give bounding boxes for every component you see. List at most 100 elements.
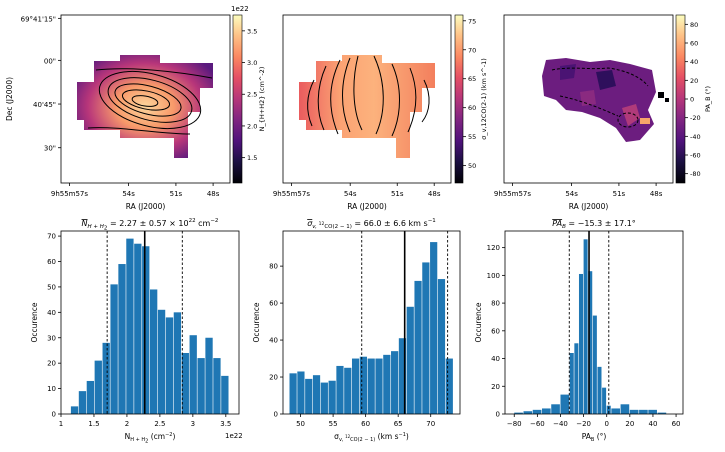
colorbar-tick-label: 70 [468, 46, 476, 54]
histogram-bar [578, 273, 583, 414]
histogram-bar [126, 238, 134, 414]
ytick-label: 60 [491, 327, 500, 335]
histogram-bar [430, 242, 438, 414]
map2-contour [342, 57, 351, 133]
histogram-bar [414, 280, 422, 414]
histogram-bar [289, 373, 297, 414]
xtick-label: 0 [604, 420, 608, 428]
xlabel: σv, 12CO(2 − 1) (km s−1) [334, 432, 409, 443]
histogram-bar [359, 356, 367, 414]
histogram-bar [620, 404, 630, 414]
histogram-bar [391, 351, 399, 414]
colorbar-3 [675, 14, 686, 184]
velocity-dispersion-histogram: 50 55 60 65 70 0 20 40 60 80 Occurence σv, 12CO(2 −… [252, 218, 461, 443]
colorbar-tick-label: 2.5 [247, 91, 257, 99]
colorbar-tick-label: 0 [690, 96, 694, 104]
map-xlabel: RA (J2000) [126, 202, 166, 211]
histogram-bar [532, 409, 542, 414]
histogram-bar [165, 317, 174, 414]
ylabel: Occurence [474, 302, 483, 342]
xtick-label: 65 [394, 420, 403, 428]
ytick-label: 80 [491, 300, 500, 308]
column-density-histogram: 1 1.5 2 2.5 3 3.5 0 10 20 30 40 50 60 70 Occurence 1e22… [30, 218, 243, 445]
map-ytick-label: 69°41'15" [21, 15, 56, 23]
histogram-bar [422, 262, 430, 414]
histogram-bar [344, 367, 352, 414]
ytick-label: 100 [487, 272, 500, 280]
histogram-bar [118, 264, 126, 414]
map1-contour [121, 89, 171, 111]
x-exponent: 1e22 [225, 432, 243, 440]
map-xtick-label: 9h55m57s [273, 190, 311, 198]
ytick-label: 50 [47, 283, 56, 291]
chart-title: σv, 12CO(2 − 1) = 66.0 ± 6.6 km s−1 [307, 218, 436, 230]
xtick-label: −60 [530, 420, 545, 428]
ytick-label: 30 [47, 334, 56, 342]
chart-title: NH + H2 = 2.27 ± 0.57 × 1022 cm−2 [82, 218, 219, 232]
histogram-bar [181, 353, 189, 414]
xtick-label: 55 [329, 420, 338, 428]
colorbar-tick-label: 65 [468, 75, 476, 83]
map2-contours [307, 55, 430, 137]
map1-contour [98, 71, 202, 129]
map-xtick-label: 9h55m57s [494, 190, 532, 198]
map3-patch [580, 90, 596, 106]
map2-contour [373, 55, 384, 135]
histogram-bar [142, 246, 150, 414]
histogram-bar [213, 358, 221, 414]
xtick-label: 1.5 [88, 420, 99, 428]
xlabel: NH + H2 (cm−2) [125, 432, 176, 445]
map3-contour [551, 67, 649, 87]
map3-patch [622, 104, 640, 126]
xtick-label: 20 [625, 420, 634, 428]
xtick-label: 60 [672, 420, 681, 428]
xtick-label: 1 [59, 420, 63, 428]
map3-patch [640, 118, 650, 124]
ylabel: Occurence [30, 302, 39, 342]
histogram-bar [445, 358, 453, 414]
histogram-bar [523, 411, 533, 414]
xtick-label: 40 [648, 420, 657, 428]
colorbar-tick-label: 50 [468, 162, 476, 170]
map-xtick-label: 48s [207, 190, 220, 198]
ytick-label: 20 [491, 383, 500, 391]
colorbar-2-strip [454, 14, 464, 184]
ytick-label: 40 [47, 309, 56, 317]
xtick-label: 3 [191, 420, 195, 428]
histogram-bar [639, 409, 648, 414]
map3-contour [617, 112, 639, 128]
xtick-label: −40 [553, 420, 568, 428]
histogram-bar [383, 354, 391, 414]
map-xtick-label: 54s [565, 190, 578, 198]
map-ytick-label: 00" [44, 57, 56, 65]
histogram-bar [157, 309, 166, 414]
axes-frame [282, 230, 461, 415]
histogram-bar [583, 239, 588, 414]
histogram-bar [602, 387, 607, 414]
ytick-label: 0 [274, 411, 278, 419]
ytick-label: 10 [47, 385, 56, 393]
histogram-bar [94, 360, 102, 414]
histogram-bar [560, 394, 570, 414]
map-xtick-label: 54s [122, 190, 135, 198]
map-xtick-label: 48s [650, 190, 663, 198]
map-xtick-label: 48s [428, 190, 441, 198]
xtick-label: 70 [426, 420, 435, 428]
map3-contour [559, 95, 619, 117]
colorbar-tick-label: 55 [468, 133, 476, 141]
histogram-bar [606, 405, 611, 414]
colorbar-tick-label: 3.5 [247, 27, 257, 35]
colorbar-tick-label: 60 [690, 40, 698, 48]
position-angle-map [503, 14, 674, 184]
map2-contour [353, 55, 363, 131]
xtick-label: −80 [507, 420, 522, 428]
map2-contour [391, 63, 400, 137]
histogram-bar [611, 408, 620, 414]
map-xtick-label: 51s [391, 190, 404, 198]
histogram-bar [320, 382, 328, 414]
histogram-bar [648, 409, 657, 414]
colorbar-label: N_{H+H2} (cm^-2) [258, 67, 266, 132]
histogram-bar [205, 337, 213, 414]
ytick-label: 70 [47, 233, 56, 241]
